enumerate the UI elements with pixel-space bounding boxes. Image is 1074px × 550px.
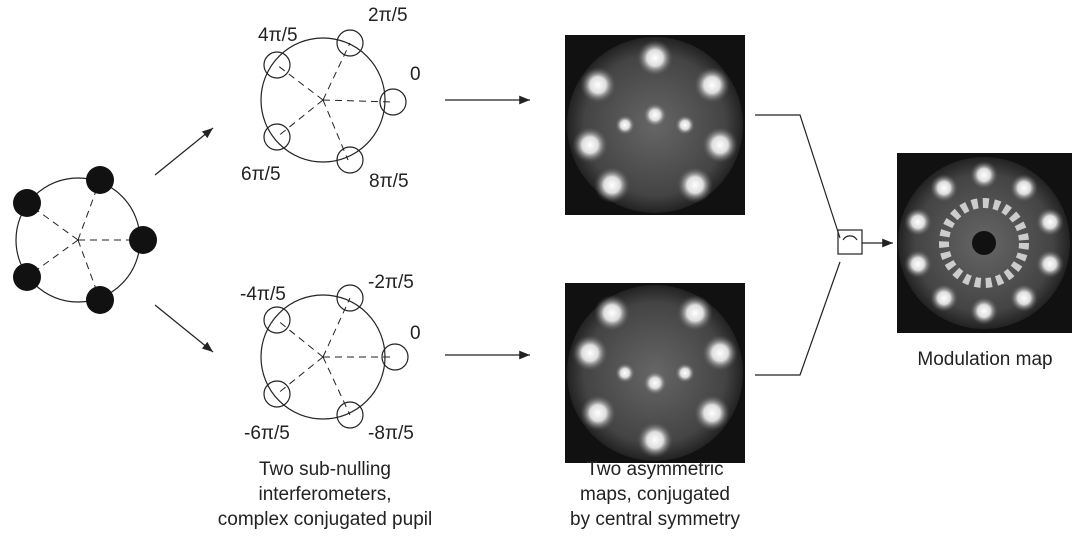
top-interferometer: 4π/5 2π/5 0 6π/5 8π/5 <box>241 5 421 192</box>
connector <box>755 262 840 375</box>
phase-label: 4π/5 <box>258 25 298 46</box>
map-bottom <box>565 283 745 463</box>
caption: Two sub-nulling <box>259 459 391 480</box>
caption: interferometers, <box>258 484 391 505</box>
arrow <box>155 128 213 175</box>
combiner-arc <box>843 236 857 240</box>
connector <box>755 115 840 238</box>
phase-label: 8π/5 <box>369 171 409 192</box>
phase-label: -8π/5 <box>368 423 414 444</box>
phase-label: -4π/5 <box>240 284 286 305</box>
bottom-interferometer: -4π/5 -2π/5 0 -6π/5 -8π/5 <box>240 272 421 444</box>
phase-label: 2π/5 <box>368 5 408 26</box>
pupil <box>13 166 157 314</box>
combiner-box <box>838 230 862 254</box>
phase-label: -2π/5 <box>368 272 414 293</box>
caption: Modulation map <box>917 349 1052 370</box>
caption: maps, conjugated <box>580 484 730 505</box>
arrow <box>155 305 213 352</box>
modulation-map <box>897 153 1072 333</box>
diagram: 4π/5 2π/5 0 6π/5 8π/5 -4π/5 -2π/5 0 -6π/… <box>0 0 1074 550</box>
phase-label: 6π/5 <box>241 164 281 185</box>
phase-label: -6π/5 <box>244 423 290 444</box>
caption: Two asymmetric <box>586 459 723 480</box>
caption: by central symmetry <box>570 509 740 530</box>
phase-label: 0 <box>410 323 421 344</box>
map-top <box>565 35 745 215</box>
phase-label: 0 <box>410 64 421 85</box>
caption: complex conjugated pupil <box>218 509 432 530</box>
